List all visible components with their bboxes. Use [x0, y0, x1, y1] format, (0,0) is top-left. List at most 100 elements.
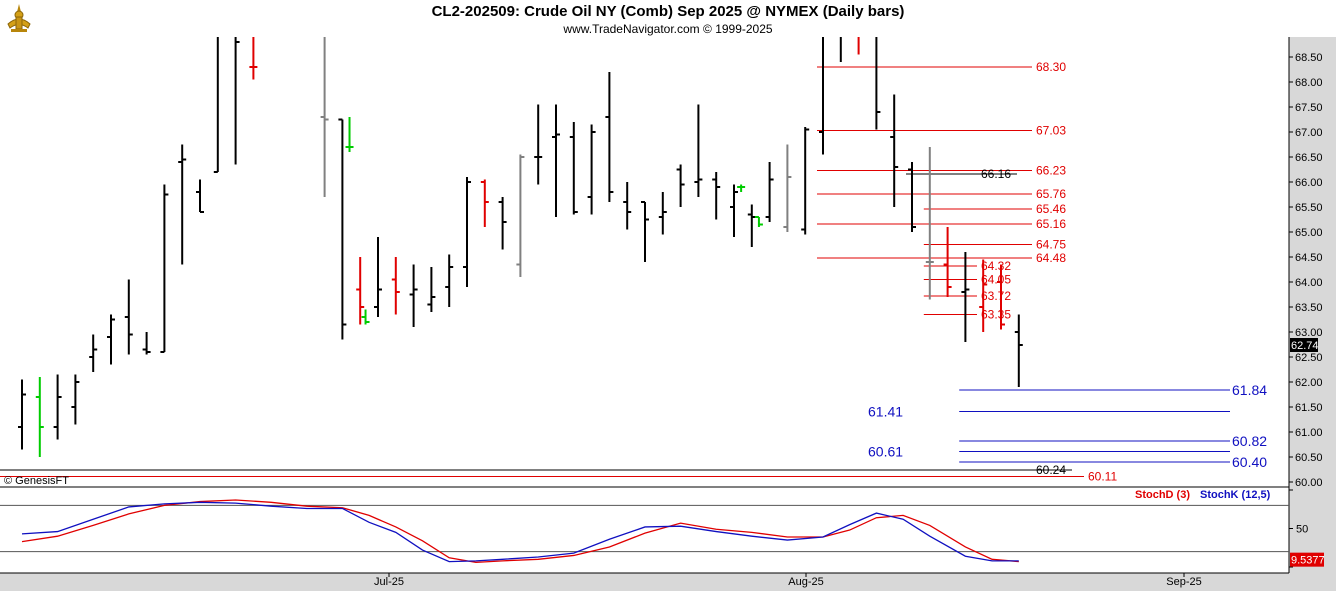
ohlc-bar-56 — [997, 264, 1005, 330]
ohlc-bar-11 — [213, 37, 219, 173]
ohlc-bar-1 — [35, 377, 44, 457]
ohlc-bar-5 — [107, 314, 115, 365]
price-y-tick-label-17: 60.00 — [1295, 477, 1323, 489]
ohlc-bar-28 — [534, 104, 543, 185]
ohlc-bar-55 — [979, 259, 988, 332]
ohlc-bar-46 — [819, 37, 824, 155]
red-level-label-12: 60.11 — [1088, 470, 1117, 484]
price-y-tick-label-9: 64.00 — [1295, 277, 1323, 289]
black-level-label-0: 66.16 — [981, 167, 1011, 181]
ohlc-bar-17 — [356, 257, 365, 325]
red-level-label-6: 64.75 — [1036, 238, 1066, 252]
red-level-label-8: 64.32 — [981, 259, 1011, 273]
ohlc-bar-29 — [552, 104, 560, 217]
price-y-tick-label-3: 67.00 — [1295, 127, 1323, 139]
ohlc-bar-22 — [427, 267, 436, 312]
ohlc-bar-49 — [875, 37, 881, 130]
ohlc-bar-42 — [754, 216, 763, 227]
ohlc-bar-15 — [338, 118, 347, 340]
ohlc-bar-19 — [374, 237, 382, 317]
price-y-tick-label-10: 63.50 — [1295, 302, 1323, 314]
ohlc-bar-38 — [712, 172, 721, 220]
price-y-tick-label-8: 64.50 — [1295, 252, 1323, 264]
blue-level-label-2: 60.82 — [1232, 433, 1267, 449]
ohlc-bar-32 — [605, 72, 614, 202]
red-level-label-3: 65.76 — [1036, 187, 1066, 201]
red-level-label-1: 67.03 — [1036, 124, 1066, 138]
red-level-label-5: 65.16 — [1036, 217, 1066, 231]
last-price-tag-value: 62.74 — [1291, 340, 1319, 352]
ohlc-bar-7 — [142, 332, 151, 355]
blue-level-label-0: 61.84 — [1232, 382, 1267, 398]
price-y-tick-label-13: 62.00 — [1295, 377, 1323, 389]
ohlc-bar-24 — [463, 177, 471, 287]
x-tick-label-0: Jul-25 — [374, 576, 404, 588]
price-y-tick-label-6: 65.50 — [1295, 202, 1323, 214]
ohlc-bar-16 — [345, 117, 354, 152]
price-y-tick-label-2: 67.50 — [1295, 102, 1323, 114]
legend-stoch-d: StochD (3) — [1135, 489, 1190, 501]
blue-level-label-4: 60.40 — [1232, 454, 1267, 470]
ohlc-bar-52 — [925, 147, 934, 300]
ohlc-bar-8 — [160, 184, 169, 353]
price-y-tick-label-5: 66.00 — [1295, 177, 1323, 189]
ohlc-bar-33 — [623, 182, 632, 230]
ohlc-bar-14 — [320, 37, 329, 197]
ohlc-bar-53 — [943, 227, 952, 297]
stochastic-line-d — [21, 499, 1019, 564]
ohlc-bar-57 — [1014, 314, 1023, 387]
stochastic-line-k — [21, 501, 1019, 563]
ohlc-bar-20 — [391, 257, 400, 315]
ohlc-bar-10 — [196, 179, 204, 213]
ohlc-bar-43 — [765, 162, 774, 222]
ohlc-bar-25 — [480, 179, 489, 227]
stochastic-y-tick-label-1: 50 — [1296, 524, 1308, 536]
ohlc-bar-6 — [124, 279, 133, 355]
stochastic-y-ticks: 50 — [1289, 489, 1308, 568]
ohlc-bar-4 — [89, 334, 98, 372]
price-bars — [18, 37, 1023, 457]
ohlc-bar-0 — [18, 379, 26, 450]
price-y-tick-label-11: 63.00 — [1295, 327, 1323, 339]
ohlc-bar-35 — [658, 192, 667, 235]
black-level-label-1: 60.24 — [1036, 463, 1066, 477]
ohlc-bar-39 — [730, 184, 738, 237]
ohlc-bar-2 — [53, 374, 62, 440]
red-level-label-10: 63.72 — [981, 289, 1011, 303]
price-y-tick-label-14: 61.50 — [1295, 402, 1323, 414]
x-tick-label-1: Aug-25 — [788, 576, 823, 588]
x-axis-area — [0, 573, 1289, 591]
trade-navigator-logo — [4, 2, 34, 34]
chart-title: CL2-202509: Crude Oil NY (Comb) Sep 2025… — [431, 3, 905, 20]
price-y-tick-label-7: 65.00 — [1295, 227, 1323, 239]
price-y-tick-label-1: 68.00 — [1295, 77, 1323, 89]
ohlc-bar-9 — [178, 144, 187, 265]
x-tick-label-2: Sep-25 — [1166, 576, 1201, 588]
ohlc-bar-12 — [234, 37, 240, 165]
ohlc-bar-21 — [409, 264, 418, 327]
price-y-tick-label-4: 66.50 — [1295, 152, 1323, 164]
legend-stoch-k: StochK (12,5) — [1200, 489, 1271, 501]
watermark: © GenesisFT — [4, 475, 69, 487]
last-price-tag: 62.74 — [1290, 338, 1319, 352]
ohlc-bar-37 — [694, 104, 703, 197]
price-y-ticks: 68.50 68.00 67.50 67.00 66.50 66.00 65.50 65.00… — [1289, 52, 1323, 489]
ohlc-bar-27 — [516, 154, 525, 277]
chart-header: CL2-202509: Crude Oil NY (Comb) Sep 2025… — [0, 0, 1336, 38]
price-y-tick-label-0: 68.50 — [1295, 52, 1323, 64]
stochastic-last-tag-bg — [1290, 552, 1324, 567]
ohlc-bar-18 — [361, 309, 370, 325]
ohlc-bar-23 — [445, 254, 454, 307]
red-level-label-4: 65.46 — [1036, 202, 1066, 216]
ohlc-bar-45 — [801, 127, 810, 235]
red-level-label-9: 64.05 — [981, 273, 1011, 287]
ohlc-bar-50 — [890, 94, 899, 207]
ohlc-bar-34 — [641, 201, 649, 262]
ohlc-bar-36 — [676, 164, 685, 207]
ohlc-bar-44 — [783, 144, 792, 232]
price-y-tick-label-15: 61.00 — [1295, 427, 1323, 439]
ohlc-bar-31 — [587, 124, 596, 215]
stochastic-last-tag-value: 9.5377 — [1291, 555, 1325, 567]
